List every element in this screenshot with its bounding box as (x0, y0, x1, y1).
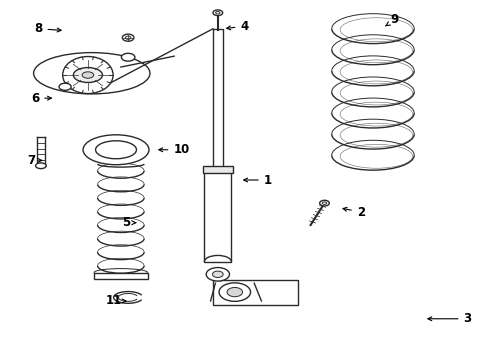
Text: 9: 9 (385, 13, 398, 26)
Bar (213, 280, 297, 305)
Ellipse shape (219, 283, 250, 301)
Ellipse shape (121, 53, 135, 61)
Text: 4: 4 (226, 20, 248, 33)
Text: 11: 11 (105, 294, 126, 307)
Ellipse shape (215, 12, 220, 14)
Ellipse shape (226, 288, 242, 297)
Text: 5: 5 (122, 216, 136, 229)
Ellipse shape (322, 202, 326, 204)
Ellipse shape (82, 72, 94, 78)
Ellipse shape (206, 267, 229, 281)
Bar (213, 29, 222, 169)
Text: 2: 2 (342, 206, 364, 219)
Ellipse shape (59, 83, 71, 90)
Ellipse shape (125, 36, 130, 39)
Circle shape (62, 57, 113, 94)
Bar (204, 169, 231, 262)
Ellipse shape (213, 10, 222, 15)
Ellipse shape (212, 271, 223, 278)
Ellipse shape (319, 200, 329, 206)
Ellipse shape (122, 34, 134, 41)
Bar (203, 166, 232, 172)
Ellipse shape (95, 141, 136, 159)
Ellipse shape (83, 135, 149, 165)
Text: 10: 10 (159, 143, 189, 156)
Ellipse shape (73, 68, 102, 82)
Ellipse shape (34, 53, 150, 94)
Text: 8: 8 (34, 22, 61, 35)
Bar (94, 273, 147, 279)
Ellipse shape (36, 163, 46, 168)
Text: 3: 3 (427, 312, 470, 325)
Text: 1: 1 (243, 174, 271, 186)
Text: 7: 7 (27, 154, 41, 167)
Text: 6: 6 (31, 92, 51, 105)
